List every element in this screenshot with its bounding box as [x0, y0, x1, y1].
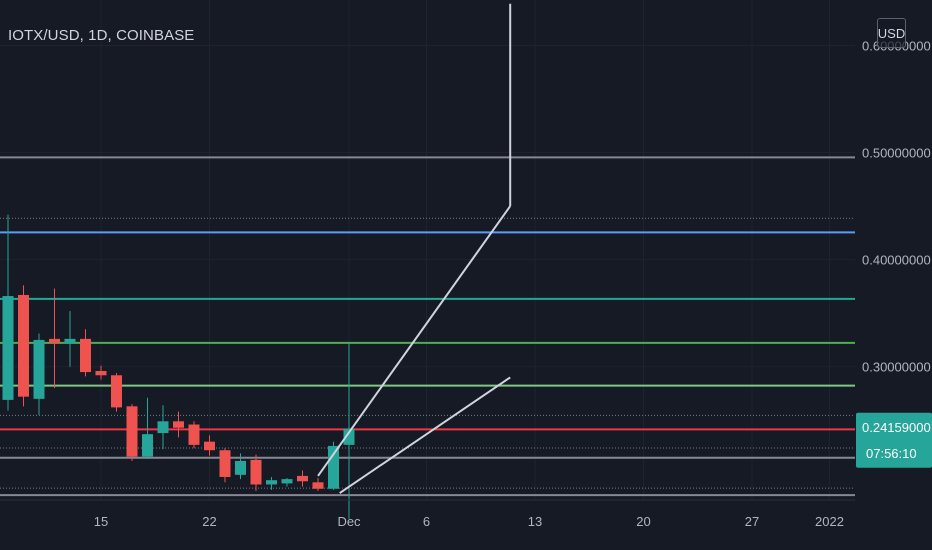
price-badge-value: 0.24159000 — [862, 420, 931, 435]
candle — [297, 470, 308, 487]
candle-body — [250, 459, 262, 485]
candle — [188, 421, 200, 449]
candle — [219, 448, 231, 483]
candle — [126, 404, 138, 461]
x-tick-label: 13 — [528, 514, 542, 529]
candle — [157, 405, 169, 450]
candle-body — [126, 406, 138, 457]
candle-body — [173, 421, 184, 428]
candle-body — [219, 450, 231, 477]
candle — [142, 397, 153, 459]
currency-button[interactable]: USD — [877, 18, 906, 48]
candle — [18, 285, 29, 407]
candle-body — [80, 338, 91, 373]
candle — [33, 333, 45, 415]
x-tick-label: 6 — [423, 514, 430, 529]
candle — [173, 411, 184, 438]
candle — [235, 453, 246, 480]
candle — [95, 365, 107, 380]
candle-body — [95, 370, 107, 376]
price-badge-bg — [856, 412, 932, 468]
price-badge-countdown: 07:56:10 — [866, 446, 917, 461]
candle — [328, 441, 339, 490]
candle-body — [281, 479, 293, 484]
candle-body — [2, 296, 14, 400]
symbol-title: IOTX/USD, 1D, COINBASE — [8, 27, 195, 44]
x-tick-label: 27 — [745, 514, 759, 529]
candle — [281, 478, 293, 487]
last-price-badge: 0.24159000 07:56:10 — [856, 412, 932, 468]
x-tick-label: 2022 — [815, 514, 844, 529]
trend-lines — [317, 3, 512, 494]
horizontal-levels — [0, 0, 855, 500]
y-tick-label: 0.40000000 — [862, 253, 931, 268]
candle — [2, 214, 14, 411]
x-tick-label: 20 — [636, 514, 650, 529]
x-tick-label: 22 — [202, 514, 216, 529]
candle — [80, 329, 91, 377]
time-axis[interactable]: 15 22 Dec 6 13 20 27 2022 — [0, 499, 855, 529]
x-tick-label: Dec — [337, 514, 361, 529]
candle — [111, 373, 122, 412]
candle-body — [142, 434, 153, 457]
y-tick-label: 0.30000000 — [862, 360, 931, 375]
y-tick-label: 0.50000000 — [862, 146, 931, 161]
candle-body — [49, 338, 60, 344]
candle-body — [266, 480, 277, 485]
trend-line — [339, 376, 511, 494]
candle-body — [18, 294, 29, 397]
candle — [64, 311, 76, 367]
candle — [312, 478, 324, 491]
candle — [250, 454, 262, 491]
candle-body — [312, 482, 324, 489]
candle-body — [33, 339, 45, 399]
candle-body — [297, 475, 308, 482]
candle-body — [328, 445, 339, 489]
candle-body — [343, 428, 355, 445]
candle-body — [111, 375, 122, 408]
candle-body — [235, 460, 246, 475]
candle — [266, 476, 277, 490]
candle-body — [64, 338, 76, 344]
trend-line — [317, 205, 512, 477]
candle — [204, 435, 215, 456]
x-tick-label: 15 — [94, 514, 108, 529]
candle — [49, 288, 60, 389]
candle-body — [188, 424, 200, 445]
candle-body — [157, 421, 169, 434]
candle-body — [204, 441, 215, 451]
candlestick-series — [2, 214, 355, 519]
